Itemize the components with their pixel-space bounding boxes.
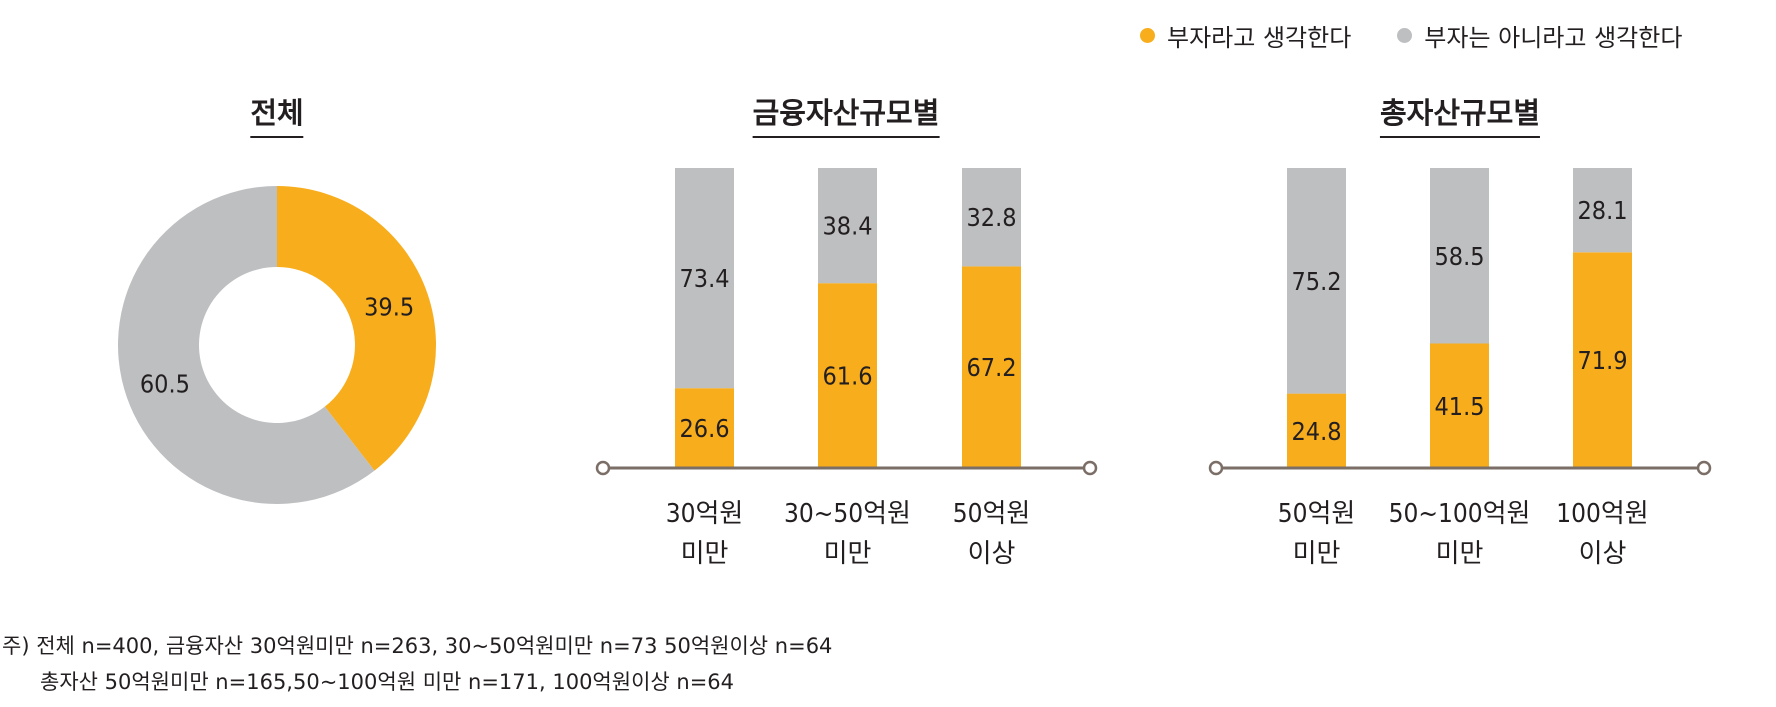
bar-segment — [1430, 168, 1489, 344]
category-label: 50억원 — [953, 499, 1031, 529]
donut-slice — [117, 185, 375, 504]
axis-end-circle — [1082, 460, 1098, 476]
legend-item-rich: 부자라고 생각한다 — [1140, 18, 1351, 53]
bar-segment — [818, 283, 877, 468]
bar-value-label: 75.2 — [1291, 267, 1341, 296]
category-label: 30~50억원 — [784, 499, 911, 529]
category-label: 50억원 — [1278, 499, 1356, 529]
category-label: 50~100억원 — [1389, 499, 1531, 529]
bar-segment — [1430, 343, 1489, 468]
legend-label: 부자는 아니라고 생각한다 — [1424, 24, 1683, 52]
bar-value-label: 32.8 — [966, 203, 1016, 232]
bar-segment — [675, 388, 734, 468]
bar-segment — [1287, 393, 1346, 468]
bar-segment — [962, 266, 1021, 468]
legend-item-not-rich: 부자는 아니라고 생각한다 — [1397, 18, 1682, 53]
note-line-1: 주) 전체 n=400, 금융자산 30억원미만 n=263, 30~50억원미… — [2, 634, 833, 658]
bar-segment — [1287, 168, 1346, 394]
donut-slice-label: 39.5 — [364, 293, 414, 322]
bar-segment — [962, 168, 1021, 267]
bar-value-label: 41.5 — [1434, 392, 1484, 421]
bar-segment — [1573, 252, 1632, 468]
bar-segment — [675, 168, 734, 389]
bar-value-label: 28.1 — [1577, 196, 1627, 225]
bar-value-label: 61.6 — [822, 362, 872, 391]
bar-value-label: 71.9 — [1577, 346, 1627, 375]
bar-value-label: 24.8 — [1291, 417, 1341, 446]
category-label: 이상 — [968, 539, 1016, 569]
category-label: 미만 — [681, 539, 729, 569]
donut-slice-label: 60.5 — [140, 369, 190, 398]
legend-dot-gray — [1397, 28, 1413, 43]
category-label: 30억원 — [666, 499, 744, 529]
axis-end-circle — [1696, 460, 1712, 476]
category-label: 미만 — [1436, 539, 1484, 569]
axis-end-circle — [595, 460, 611, 476]
bar-value-label: 58.5 — [1434, 242, 1484, 271]
bar-segment — [1573, 168, 1632, 253]
donut-slice — [277, 186, 436, 471]
category-label: 미만 — [1293, 539, 1341, 569]
bar-value-label: 26.6 — [679, 414, 729, 443]
legend-dot-orange — [1140, 28, 1155, 43]
legend-label: 부자라고 생각한다 — [1167, 24, 1352, 52]
category-label: 100억원 — [1556, 499, 1648, 529]
bar-value-label: 38.4 — [822, 212, 872, 241]
category-label: 이상 — [1579, 539, 1627, 569]
total-assets-title: 총자산규모별 — [1379, 90, 1541, 138]
axis-end-circle — [1208, 460, 1224, 476]
bar-segment — [818, 168, 877, 284]
bar-value-label: 67.2 — [966, 353, 1016, 382]
financial-assets-title: 금융자산규모별 — [752, 90, 940, 138]
legend: 부자라고 생각한다 부자는 아니라고 생각한다 — [1140, 18, 1728, 53]
category-label: 미만 — [824, 539, 872, 569]
donut-title: 전체 — [250, 90, 304, 138]
note-line-2: 총자산 50억원미만 n=165,50~100억원 미만 n=171, 100억… — [40, 670, 735, 694]
bar-value-label: 73.4 — [679, 264, 729, 293]
